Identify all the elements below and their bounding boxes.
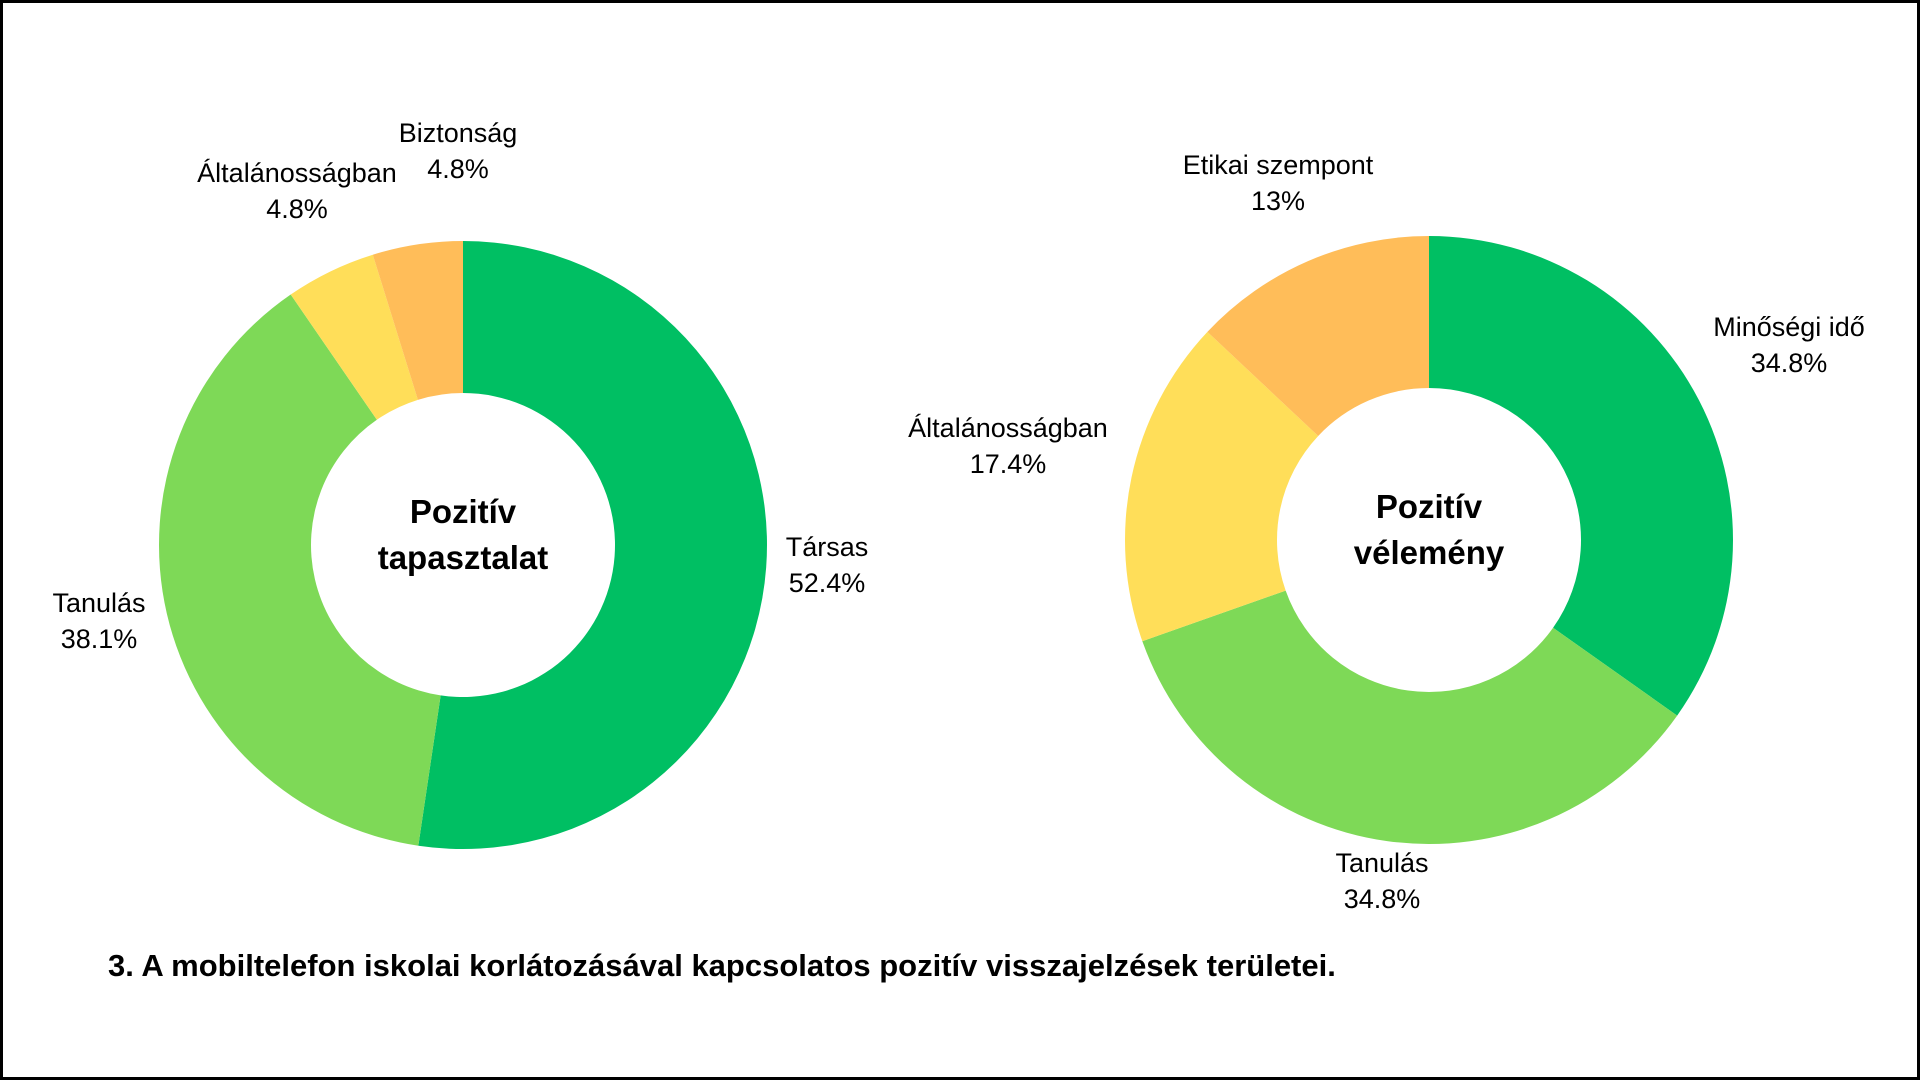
donut-slice-2-1 (1429, 236, 1733, 716)
figure-caption: 3. A mobiltelefon iskolai korlátozásával… (108, 948, 1336, 983)
donut-center-label: Pozitív (1376, 488, 1483, 525)
slice-label: Társas (786, 532, 869, 562)
donut-center-label: tapasztalat (378, 539, 549, 576)
slice-label: Általánosságban (197, 158, 397, 188)
slice-label: Általánosságban (908, 413, 1108, 443)
slice-value-label: 17.4% (970, 449, 1047, 479)
donut-slice-2-3 (1125, 331, 1319, 642)
slice-value-label: 4.8% (427, 154, 489, 184)
slice-label: Etikai szempont (1183, 150, 1374, 180)
donut-slice-1-3 (290, 254, 418, 420)
donut-chart-2: Minőségi idő 34.8% Tanulás 34.8% Általánossá… (908, 150, 1865, 914)
donut-slice-1-2 (158, 294, 441, 846)
donut-chart-1: Társas 52.4% Tanulás 38.1% Általánosságban 4.… (52, 118, 869, 850)
slice-value-label: 13% (1251, 186, 1305, 216)
slice-label: Biztonság (399, 118, 518, 148)
slice-value-label: 34.8% (1344, 884, 1421, 914)
donut-center-label: vélemény (1354, 534, 1505, 571)
donut-slice-2-2 (1142, 590, 1678, 844)
slice-value-label: 4.8% (266, 194, 328, 224)
donut-slice-2-4 (1207, 236, 1429, 436)
slice-value-label: 52.4% (789, 568, 866, 598)
donut-center-label: Pozitív (410, 493, 517, 530)
donut-slice-1-4 (372, 241, 463, 400)
slice-label: Tanulás (52, 588, 145, 618)
slice-label: Tanulás (1335, 848, 1428, 878)
slice-value-label: 38.1% (61, 624, 138, 654)
slice-label: Minőségi idő (1713, 312, 1865, 342)
donut-slice-1-1 (418, 241, 767, 850)
slice-value-label: 34.8% (1751, 348, 1828, 378)
